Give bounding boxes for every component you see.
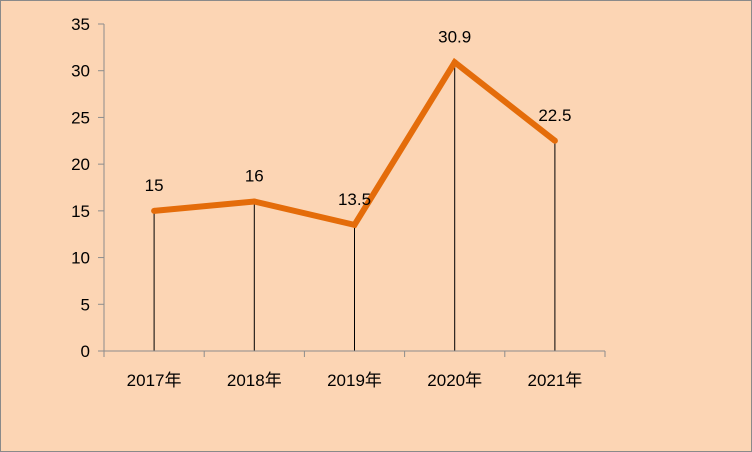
y-tick-label: 15 — [71, 202, 90, 221]
y-tick-label: 10 — [71, 249, 90, 268]
x-tick-label: 2019年 — [327, 371, 382, 390]
data-labels: 15 16 13.5 30.9 22.5 — [145, 27, 572, 209]
x-tick-label: 2017年 — [127, 371, 182, 390]
data-point — [251, 198, 258, 205]
data-label: 30.9 — [438, 27, 471, 46]
data-point — [551, 137, 558, 144]
y-axis: 0 5 10 15 20 25 30 35 — [71, 15, 105, 361]
data-label: 16 — [245, 167, 264, 186]
data-label: 15 — [145, 176, 164, 195]
x-tick-label: 2020年 — [427, 371, 482, 390]
series — [151, 57, 558, 229]
y-tick-label: 30 — [71, 62, 90, 81]
data-label: 22.5 — [538, 106, 571, 125]
y-tick-label: 5 — [81, 295, 90, 314]
drop-lines — [153, 62, 556, 351]
y-tick-label: 35 — [71, 15, 90, 34]
data-label: 13.5 — [338, 190, 371, 209]
x-tick-label: 2018年 — [227, 371, 282, 390]
y-tick-label: 20 — [71, 155, 90, 174]
data-point — [351, 221, 358, 228]
data-point — [451, 59, 458, 66]
x-tick-label: 2021年 — [527, 371, 582, 390]
x-axis: 2017年 2018年 2019年 2020年 2021年 — [103, 350, 606, 390]
data-point — [151, 207, 158, 214]
y-tick-label: 25 — [71, 108, 90, 127]
y-tick-label: 0 — [81, 342, 90, 361]
